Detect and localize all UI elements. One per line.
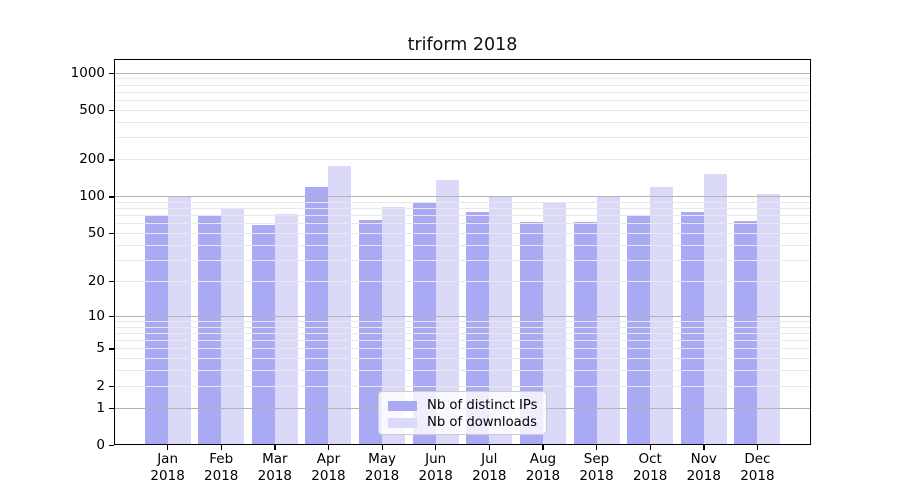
x-tick [327,445,330,450]
bar-distinct-ips [680,211,704,445]
y-tick-label: 100 [79,188,105,205]
gridline-minor [114,100,811,102]
x-tick-label: Sep 2018 [579,451,614,484]
x-tick [488,445,491,450]
x-tick [167,445,169,450]
x-tick-label: Mar 2018 [257,451,293,484]
gridline-minor [114,137,811,139]
bar-downloads [703,173,727,445]
bar-downloads [435,180,459,445]
x-tick [703,445,705,450]
legend-swatch-downloads-icon [388,417,417,428]
y-tick [109,233,114,235]
y-tick [109,159,114,161]
y-tick [109,407,114,409]
bar-distinct-ips [251,225,275,445]
y-tick [109,196,114,198]
bar-distinct-ips [627,216,651,445]
x-tick [435,445,437,450]
y-tick [109,348,114,350]
y-tick-label: 0 [96,437,105,453]
y-tick [109,315,114,318]
x-tick-label: Oct 2018 [632,451,668,484]
y-tick-label: 10 [87,307,105,324]
gridline-minor [114,159,811,161]
gridline-minor [114,78,811,80]
bar-distinct-ips [198,215,222,445]
y-tick [109,280,114,283]
x-tick-label: Nov 2018 [686,451,721,484]
x-tick [542,445,544,450]
bar-distinct-ips [412,201,436,445]
y-tick [109,72,114,74]
bar-distinct-ips [305,186,329,445]
legend: Nb of distinct IPs Nb of downloads [378,391,547,435]
legend-label-downloads: Nb of downloads [427,414,537,430]
bar-downloads [596,196,620,445]
bar-downloads [489,196,513,445]
x-tick [381,445,383,450]
bar-downloads [167,196,191,445]
x-tick-label: Dec 2018 [740,451,775,484]
x-tick [649,445,651,450]
bar-distinct-ips [734,220,758,445]
x-tick-label: Aug 2018 [525,451,561,484]
y-tick-label: 20 [87,272,105,289]
x-tick-label: Jan 2018 [150,451,185,484]
y-tick [109,445,114,447]
bar-downloads [757,193,781,445]
bar-downloads [542,203,566,445]
legend-item-distinct-ips: Nb of distinct IPs [388,397,546,414]
bar-downloads [221,208,245,445]
gridline-major [114,72,811,74]
x-tick-label: Apr 2018 [311,451,346,484]
legend-swatch-distinct-ips-icon [388,400,417,411]
y-tick-label: 5 [96,340,105,357]
x-tick [274,445,276,450]
y-tick-label: 50 [87,225,105,242]
bar-downloads [650,186,674,445]
y-tick [109,385,114,388]
bar-downloads [382,206,406,445]
bar-distinct-ips [144,215,168,445]
gridline-minor [114,91,811,93]
legend-label-distinct-ips: Nb of distinct IPs [427,397,538,413]
y-tick-label: 1000 [70,64,105,81]
bar-downloads [328,165,352,445]
y-tick-label: 2 [96,377,105,394]
y-tick-label: 500 [79,102,105,118]
gridline-minor [114,122,811,123]
y-tick [109,110,114,112]
x-tick-label: May 2018 [364,451,400,484]
gridline-minor [114,110,811,111]
x-tick [596,445,598,450]
x-tick [220,445,223,450]
gridline-minor [114,84,811,86]
chart-title: triform 2018 [407,35,518,55]
x-tick [756,445,759,450]
bar-distinct-ips [359,220,383,445]
y-tick-label: 200 [79,151,105,168]
bar-downloads [274,213,298,445]
x-tick-label: Jul 2018 [472,451,507,484]
legend-item-downloads: Nb of downloads [388,414,546,431]
x-tick-label: Feb 2018 [204,451,239,484]
y-tick-label: 1 [96,399,105,416]
bar-distinct-ips [573,221,597,445]
x-tick-label: Jun 2018 [418,451,453,484]
